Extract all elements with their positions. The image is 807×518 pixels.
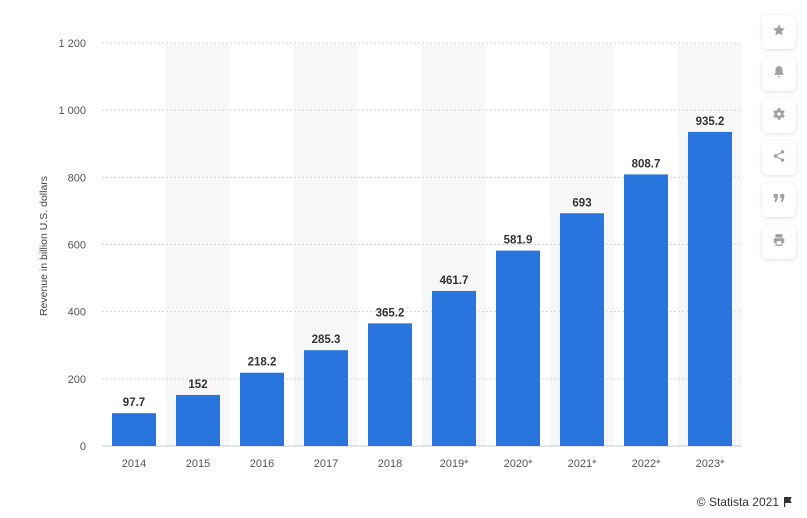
y-tick-label: 1 200 <box>58 38 86 50</box>
y-tick-label: 0 <box>80 441 86 453</box>
data-label: 218.2 <box>248 357 277 369</box>
star-icon <box>772 23 786 42</box>
data-label: 97.7 <box>123 397 145 409</box>
print-button[interactable] <box>762 225 796 259</box>
side-toolbar <box>762 15 796 259</box>
data-label: 581.9 <box>504 235 533 247</box>
bar[interactable] <box>304 350 348 446</box>
x-tick-label: 2016 <box>250 458 274 470</box>
bars <box>112 131 732 447</box>
footer: © Statista 2021 <box>697 495 793 509</box>
y-tick-label: 800 <box>68 172 86 184</box>
data-label: 808.7 <box>632 158 661 170</box>
x-tick-label: 2017 <box>314 458 338 470</box>
x-tick-label: 2015 <box>186 458 210 470</box>
bar[interactable] <box>496 250 540 446</box>
share-button[interactable] <box>762 141 796 175</box>
bell-icon <box>772 65 786 84</box>
data-label: 693 <box>572 197 591 209</box>
x-tick-label: 2018 <box>378 458 402 470</box>
share-icon <box>772 149 786 168</box>
quote-icon <box>772 191 786 210</box>
value-labels: 97.7 152 218.2 285.3 365.2 461.7 581.9 693 808.7… <box>123 116 725 409</box>
bar[interactable] <box>176 394 220 446</box>
y-tick-label: 200 <box>68 374 86 386</box>
bar[interactable] <box>112 413 156 446</box>
y-axis-label: Revenue in billion U.S. dollars <box>38 176 50 316</box>
data-label: 461.7 <box>440 275 469 287</box>
data-label: 152 <box>188 379 207 391</box>
x-tick-label: 2023* <box>696 458 725 470</box>
bar[interactable] <box>240 372 284 446</box>
x-axis-ticks: 2014 2015 2016 2017 2018 2019* 2020* 2021* 2022*… <box>122 458 725 470</box>
bar[interactable] <box>688 131 732 447</box>
notification-button[interactable] <box>762 57 796 91</box>
settings-button[interactable] <box>762 99 796 133</box>
bar[interactable] <box>560 213 604 446</box>
x-tick-label: 2021* <box>568 458 597 470</box>
x-tick-label: 2014 <box>122 458 146 470</box>
data-label: 935.2 <box>696 116 725 128</box>
x-tick-label: 2020* <box>504 458 533 470</box>
gear-icon <box>772 107 786 126</box>
y-tick-label: 1 000 <box>58 105 86 117</box>
data-label: 365.2 <box>376 307 405 319</box>
cite-button[interactable] <box>762 183 796 217</box>
copyright-text: © Statista 2021 <box>696 495 779 509</box>
favorite-button[interactable] <box>762 15 796 49</box>
bar[interactable] <box>368 323 412 446</box>
y-tick-label: 600 <box>68 240 86 252</box>
data-label: 285.3 <box>312 334 341 346</box>
print-icon <box>772 233 786 252</box>
x-tick-label: 2022* <box>632 458 661 470</box>
flag-icon[interactable] <box>783 497 793 507</box>
y-axis-ticks: 0 200 400 600 800 1 000 1 200 <box>58 38 86 453</box>
y-tick-label: 400 <box>68 307 86 319</box>
bar[interactable] <box>624 174 668 446</box>
x-tick-label: 2019* <box>440 458 469 470</box>
bar[interactable] <box>432 290 476 446</box>
